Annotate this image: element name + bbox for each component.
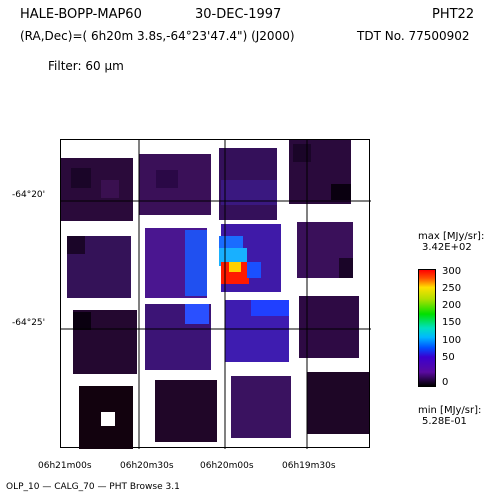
object-name: HALE-BOPP-MAP60 — [20, 7, 142, 22]
dec-label-2: -64°25' — [12, 318, 46, 328]
flux-map — [60, 139, 371, 449]
tile-r4c1 — [79, 386, 133, 449]
tile-r4c4 — [307, 372, 369, 434]
flux-map-image — [61, 140, 371, 449]
colorbar — [418, 269, 436, 387]
tile-r4c2 — [155, 380, 217, 442]
tile-r3c2 — [145, 304, 211, 370]
tile-r1c2 — [139, 154, 211, 215]
colorbar-tick: 250 — [442, 283, 462, 294]
instrument-mode: PHT22 — [432, 7, 475, 22]
colorbar-tick: 300 — [442, 266, 462, 277]
colorbar-tick: 100 — [442, 335, 462, 346]
ra-label-1: 06h21m00s — [38, 461, 92, 471]
coordinates: (RA,Dec)=( 6h20m 3.8s,-64°23'47.4") (J20… — [20, 29, 295, 43]
tile-r3c4 — [299, 296, 359, 358]
tile-r2c2 — [145, 228, 207, 298]
coordinate-grid — [61, 140, 371, 449]
colorbar-tick: 0 — [442, 377, 449, 388]
max-label: max [MJy/sr]: — [418, 231, 485, 242]
tile-r3c1 — [73, 310, 137, 374]
tile-r1c3 — [219, 148, 277, 220]
colorbar-tick: 150 — [442, 317, 462, 328]
tile-r2c1 — [67, 236, 131, 298]
colorbar-tick: 200 — [442, 300, 462, 311]
tile-r4c3 — [231, 376, 291, 438]
min-label: min [MJy/sr]: — [418, 405, 482, 416]
tile-r2c4 — [297, 222, 353, 278]
filter-label: Filter: 60 μm — [48, 59, 124, 73]
min-value: 5.28E-01 — [422, 416, 467, 427]
tdt-number: TDT No. 77500902 — [357, 29, 470, 43]
ra-label-4: 06h19m30s — [282, 461, 336, 471]
dec-label-1: -64°20' — [12, 190, 46, 200]
tile-r1c4 — [289, 140, 351, 204]
observation-date: 30-DEC-1997 — [195, 7, 282, 22]
ra-label-3: 06h20m00s — [200, 461, 254, 471]
tile-r1c1 — [61, 158, 133, 221]
max-value: 3.42E+02 — [422, 242, 472, 253]
footer-info: OLP_10 — CALG_70 — PHT Browse 3.1 — [6, 482, 180, 492]
tile-r2c3 — [219, 224, 281, 292]
ra-label-2: 06h20m30s — [120, 461, 174, 471]
tile-r3c3 — [225, 300, 289, 362]
colorbar-tick: 50 — [442, 352, 455, 363]
